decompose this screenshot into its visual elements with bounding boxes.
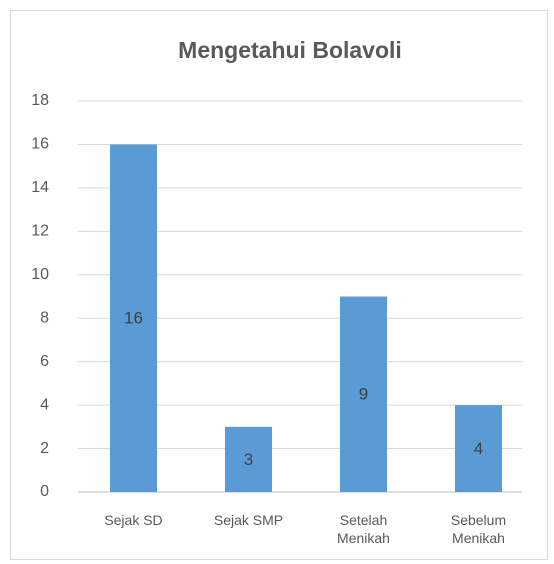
y-tick-label: 4 (40, 396, 49, 413)
x-tick-label: Sejak SMP (213, 512, 284, 528)
y-tick-label: 0 (40, 483, 49, 500)
data-label: 16 (124, 309, 143, 328)
x-tick-label: Sejak SD (104, 512, 163, 528)
data-label: 4 (474, 439, 483, 458)
bar (110, 144, 157, 492)
y-tick-label: 12 (31, 223, 49, 240)
bar (455, 405, 502, 492)
y-tick-label: 2 (40, 440, 49, 457)
y-tick-label: 10 (31, 266, 49, 283)
data-label: 9 (359, 385, 368, 404)
y-tick-label: 8 (40, 309, 49, 326)
y-tick-label: 14 (31, 179, 49, 196)
x-tick-label: Setelah Menikah (337, 512, 390, 546)
y-tick-label: 6 (40, 353, 49, 370)
data-label: 3 (244, 450, 253, 469)
chart-title: Mengetahui Bolavoli (178, 37, 402, 63)
bar (225, 426, 272, 492)
y-tick-label: 16 (31, 136, 49, 153)
bar (340, 296, 387, 492)
y-tick-label: 18 (31, 92, 49, 109)
x-tick-label: Sebelum Menikah (450, 512, 507, 546)
